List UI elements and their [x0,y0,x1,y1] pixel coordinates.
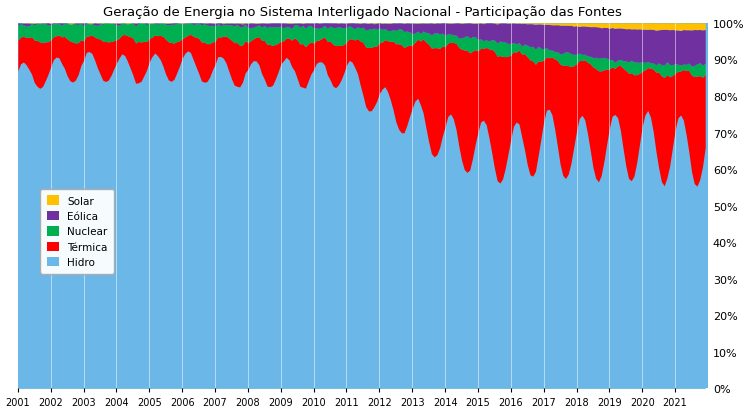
Title: Geração de Energia no Sistema Interligado Nacional - Participação das Fontes: Geração de Energia no Sistema Interligad… [104,5,622,19]
Legend: Solar, Eólica, Nuclear, Térmica, Hidro: Solar, Eólica, Nuclear, Térmica, Hidro [40,190,114,274]
